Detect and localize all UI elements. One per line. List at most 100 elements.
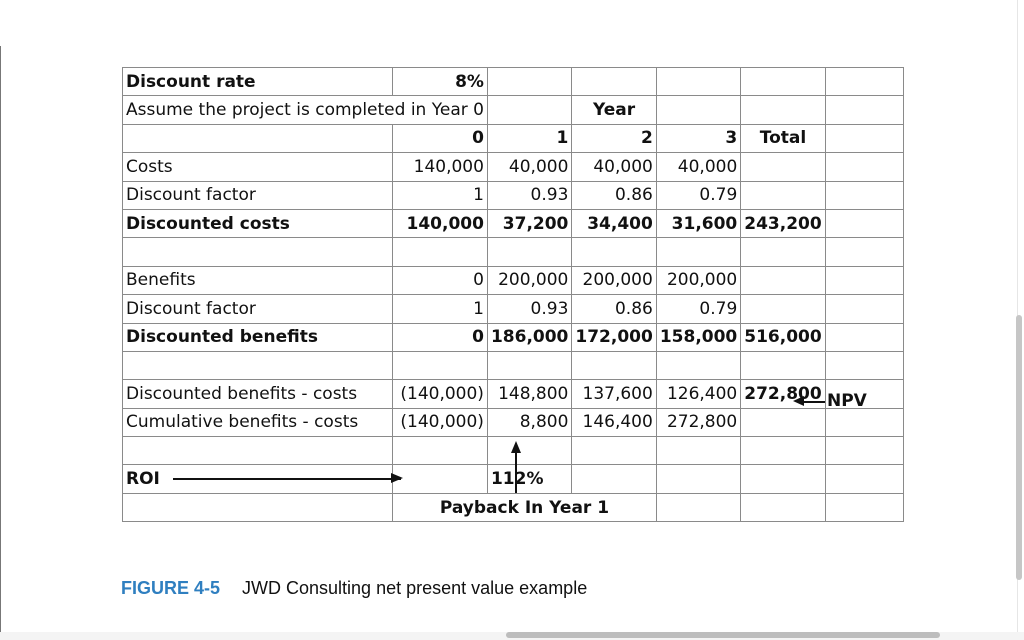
empty-cell [824, 208, 904, 239]
up-arrow-icon [511, 441, 521, 493]
empty-cell [486, 95, 573, 125]
empty-cell [740, 294, 826, 324]
empty-cell [740, 66, 826, 97]
benefit-factor-value: 0.93 [486, 294, 573, 324]
arrow-head [511, 441, 521, 453]
discounted-costs-label: Discounted costs [121, 208, 394, 239]
empty-cell [655, 464, 742, 494]
figure-number: FIGURE 4-5 [121, 578, 221, 598]
net-value: (140,000) [392, 379, 488, 409]
empty-cell [824, 265, 904, 296]
cost-value: 40,000 [655, 152, 742, 182]
horizontal-scrollbar[interactable] [506, 632, 940, 638]
discounted-cost-value: 37,200 [486, 208, 573, 239]
npv-table: Discount rate 8% Assume the project is c… [121, 66, 904, 523]
empty-cell [824, 95, 904, 125]
empty-cell [824, 180, 904, 210]
net-value: 148,800 [486, 379, 573, 409]
empty-cell [824, 379, 904, 409]
empty-cell [655, 237, 742, 267]
cumulative-value: (140,000) [392, 407, 488, 438]
benefit-value: 200,000 [486, 265, 573, 296]
vertical-scrollbar[interactable] [1016, 315, 1022, 580]
costs-label: Costs [121, 152, 394, 182]
empty-cell [392, 350, 488, 381]
table-row: Benefits 0 200,000 200,000 200,000 [121, 265, 904, 296]
cumulative-value: 146,400 [571, 407, 657, 438]
discounted-benefits-label: Discounted benefits [121, 322, 394, 352]
empty-cell [824, 152, 904, 182]
year-header: 3 [655, 123, 742, 154]
empty-cell [571, 464, 657, 494]
npv-annotation: NPV [793, 391, 868, 411]
empty-cell [740, 492, 826, 523]
empty-cell [824, 407, 904, 438]
empty-cell [655, 492, 742, 523]
empty-cell [824, 66, 904, 97]
table-row: Discounted costs 140,000 37,200 34,400 3… [121, 208, 904, 239]
discounted-costs-total: 243,200 [740, 208, 826, 239]
discounted-cost-value: 140,000 [392, 208, 488, 239]
left-arrow-icon [793, 396, 804, 406]
empty-cell [486, 350, 573, 381]
cost-factor-value: 0.93 [486, 180, 573, 210]
empty-cell [121, 436, 394, 466]
table-row: Discounted benefits - costs (140,000) 14… [121, 379, 904, 409]
roi-label-cell: ROI [121, 464, 403, 494]
empty-cell [655, 436, 742, 466]
empty-cell [655, 350, 742, 381]
empty-cell [121, 123, 394, 154]
empty-cell [740, 152, 826, 182]
benefit-value: 0 [392, 265, 488, 296]
benefits-label: Benefits [121, 265, 394, 296]
empty-cell [486, 66, 573, 97]
cost-value: 140,000 [392, 152, 488, 182]
cost-value: 40,000 [486, 152, 573, 182]
table-row: Assume the project is completed in Year … [122, 95, 904, 125]
payback-text: Payback In Year 1 [392, 492, 657, 523]
empty-cell [392, 237, 488, 267]
npv-label: NPV [827, 391, 867, 411]
table-row: ROI 112% [121, 464, 904, 494]
table-row: Cumulative benefits - costs (140,000) 8,… [121, 407, 904, 438]
cost-factor-label: Discount factor [121, 180, 394, 210]
benefit-value: 200,000 [655, 265, 742, 296]
year-label: Year [571, 95, 657, 125]
roi-label: ROI [126, 469, 160, 490]
empty-cell [740, 464, 826, 494]
cost-factor-value: 0.79 [655, 180, 742, 210]
empty-cell [571, 237, 657, 267]
discounted-benefit-value: 158,000 [655, 322, 742, 352]
empty-cell [655, 66, 742, 97]
empty-cell [740, 237, 826, 267]
table-row [121, 350, 904, 381]
empty-cell [824, 322, 904, 352]
year-header: 1 [486, 123, 573, 154]
empty-cell [121, 237, 394, 267]
discount-rate-value: 8% [392, 66, 488, 97]
empty-cell [392, 436, 488, 466]
assumption-text: Assume the project is completed in Year … [122, 95, 488, 125]
empty-cell [824, 123, 904, 154]
discounted-benefit-value: 172,000 [571, 322, 657, 352]
empty-cell [486, 436, 573, 466]
net-label: Discounted benefits - costs [121, 379, 394, 409]
cumulative-value: 272,800 [655, 407, 742, 438]
empty-cell [740, 436, 826, 466]
year-header: 0 [392, 123, 488, 154]
table-row: Discount factor 1 0.93 0.86 0.79 [121, 294, 904, 324]
empty-cell [121, 350, 394, 381]
table-row: Costs 140,000 40,000 40,000 40,000 [121, 152, 904, 182]
empty-cell [824, 464, 904, 494]
empty-cell [486, 237, 573, 267]
net-value: 137,600 [571, 379, 657, 409]
table-row: 0 1 2 3 Total [121, 123, 904, 154]
discounted-cost-value: 31,600 [655, 208, 742, 239]
table-row [121, 237, 904, 267]
left-border [0, 46, 1, 632]
total-header: Total [740, 123, 826, 154]
table-row: Payback In Year 1 [121, 492, 904, 523]
empty-cell [740, 95, 826, 125]
empty-cell [740, 350, 826, 381]
empty-cell [571, 436, 657, 466]
